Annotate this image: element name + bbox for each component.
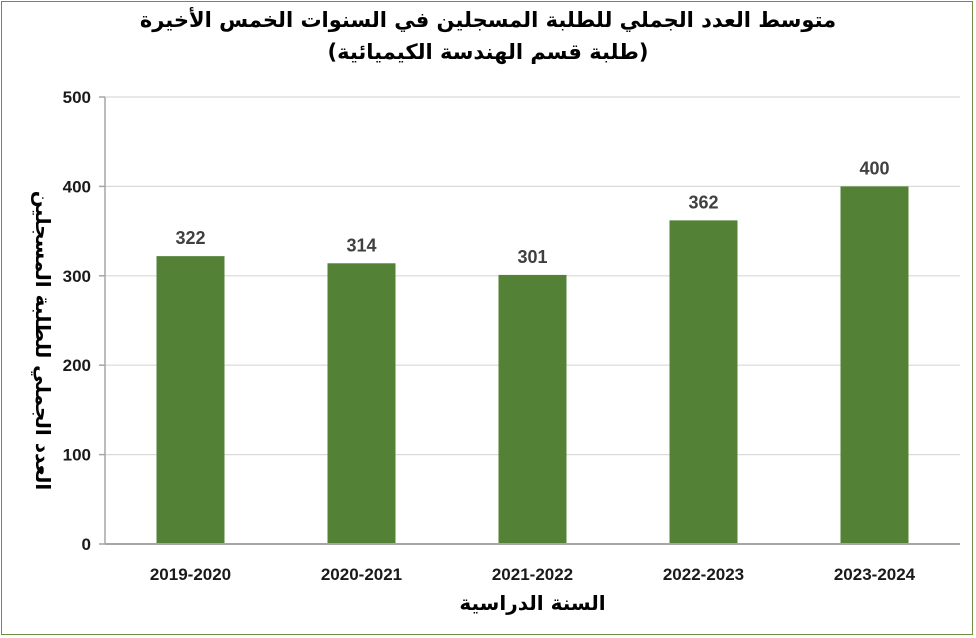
x-tick-label: 2021-2022 (492, 565, 573, 584)
y-tick-label: 500 (63, 88, 91, 107)
y-axis-label: العدد الجملي للطلبة المسجلين (30, 191, 55, 490)
x-tick-label: 2020-2021 (321, 565, 402, 584)
chart-title: متوسط العدد الجملي للطلبة المسجلين في ال… (139, 8, 837, 32)
bar (327, 263, 396, 544)
y-tick-label: 300 (63, 267, 91, 286)
y-tick-label: 200 (63, 356, 91, 375)
data-labels: 322 314 301 362 400 (175, 158, 889, 267)
data-label: 400 (859, 158, 889, 178)
data-label: 322 (175, 228, 205, 248)
data-label: 301 (517, 247, 547, 267)
data-label: 314 (346, 235, 376, 255)
chart-subtitle: (طلبة قسم الهندسة الكيميائية) (327, 40, 649, 64)
x-tick-label: 2019-2020 (150, 565, 231, 584)
bars (156, 186, 909, 544)
x-tick-label: 2022-2023 (663, 565, 744, 584)
y-tick-label: 400 (63, 177, 91, 196)
x-tick-label: 2023-2024 (834, 565, 916, 584)
data-label: 362 (688, 192, 718, 212)
y-tick-label: 0 (82, 535, 91, 554)
y-tick-label: 100 (63, 446, 91, 465)
bar (669, 220, 738, 544)
bar (156, 256, 225, 544)
bar (840, 186, 909, 544)
y-axis-ticks: 0 100 200 300 400 500 (63, 88, 105, 554)
x-axis-ticks: 2019-2020 2020-2021 2021-2022 2022-2023 2023… (150, 565, 916, 584)
bar (498, 274, 567, 544)
x-axis-label: السنة الدراسية (459, 591, 605, 615)
